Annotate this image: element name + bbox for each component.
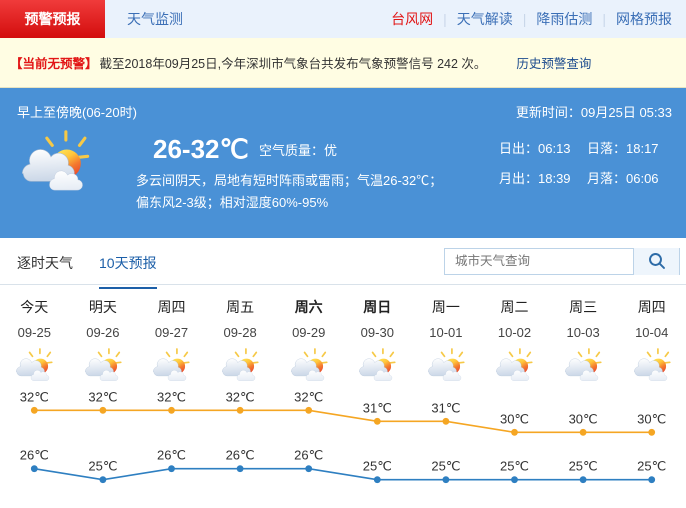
svg-text:32℃: 32℃	[294, 390, 323, 404]
svg-text:32℃: 32℃	[88, 390, 117, 404]
svg-text:30℃: 30℃	[637, 411, 666, 426]
svg-text:31℃: 31℃	[431, 400, 460, 415]
svg-text:32℃: 32℃	[157, 390, 186, 404]
svg-text:26℃: 26℃	[157, 447, 186, 462]
svg-text:26℃: 26℃	[226, 447, 255, 462]
svg-text:26℃: 26℃	[294, 447, 323, 462]
svg-text:30℃: 30℃	[500, 411, 529, 426]
svg-text:25℃: 25℃	[500, 458, 529, 473]
svg-text:32℃: 32℃	[20, 390, 49, 404]
svg-text:26℃: 26℃	[20, 447, 49, 462]
svg-text:25℃: 25℃	[637, 458, 666, 473]
svg-text:25℃: 25℃	[363, 458, 392, 473]
svg-text:25℃: 25℃	[431, 458, 460, 473]
svg-text:30℃: 30℃	[569, 411, 598, 426]
svg-text:25℃: 25℃	[88, 458, 117, 473]
svg-text:32℃: 32℃	[226, 390, 255, 404]
svg-text:25℃: 25℃	[569, 458, 598, 473]
svg-text:31℃: 31℃	[363, 400, 392, 415]
